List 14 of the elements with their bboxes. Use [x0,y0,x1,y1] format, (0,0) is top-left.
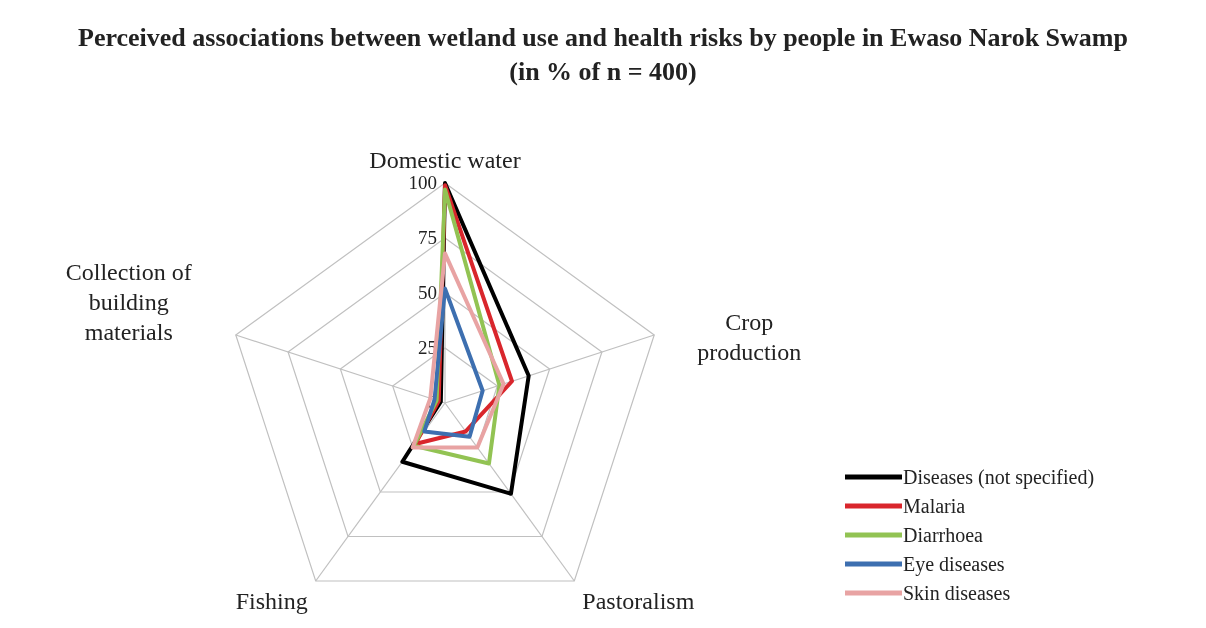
legend-label: Skin diseases [903,582,1011,604]
spoke-label: Crop production [697,309,802,366]
legend-label: Malaria [903,495,966,517]
y-tick-label: 50 [418,282,437,303]
y-tick-label: 100 [408,172,437,193]
legend-label: Diarrhoea [903,524,984,546]
spoke-label: Pastoralism [582,587,695,614]
legend-label: Diseases (not specified) [903,466,1095,489]
chart-title: Perceived associations between wetland use and health risks by people in Ewaso Narok Swamp (in % of n = 400) [78,23,1128,86]
spoke-label: Domestic water [369,147,521,173]
legend-label: Eye diseases [903,553,1005,576]
y-tick-label: 75 [418,227,437,248]
spoke-label: Collection of building materials [65,259,192,346]
spoke-label: Fishing [235,587,308,614]
